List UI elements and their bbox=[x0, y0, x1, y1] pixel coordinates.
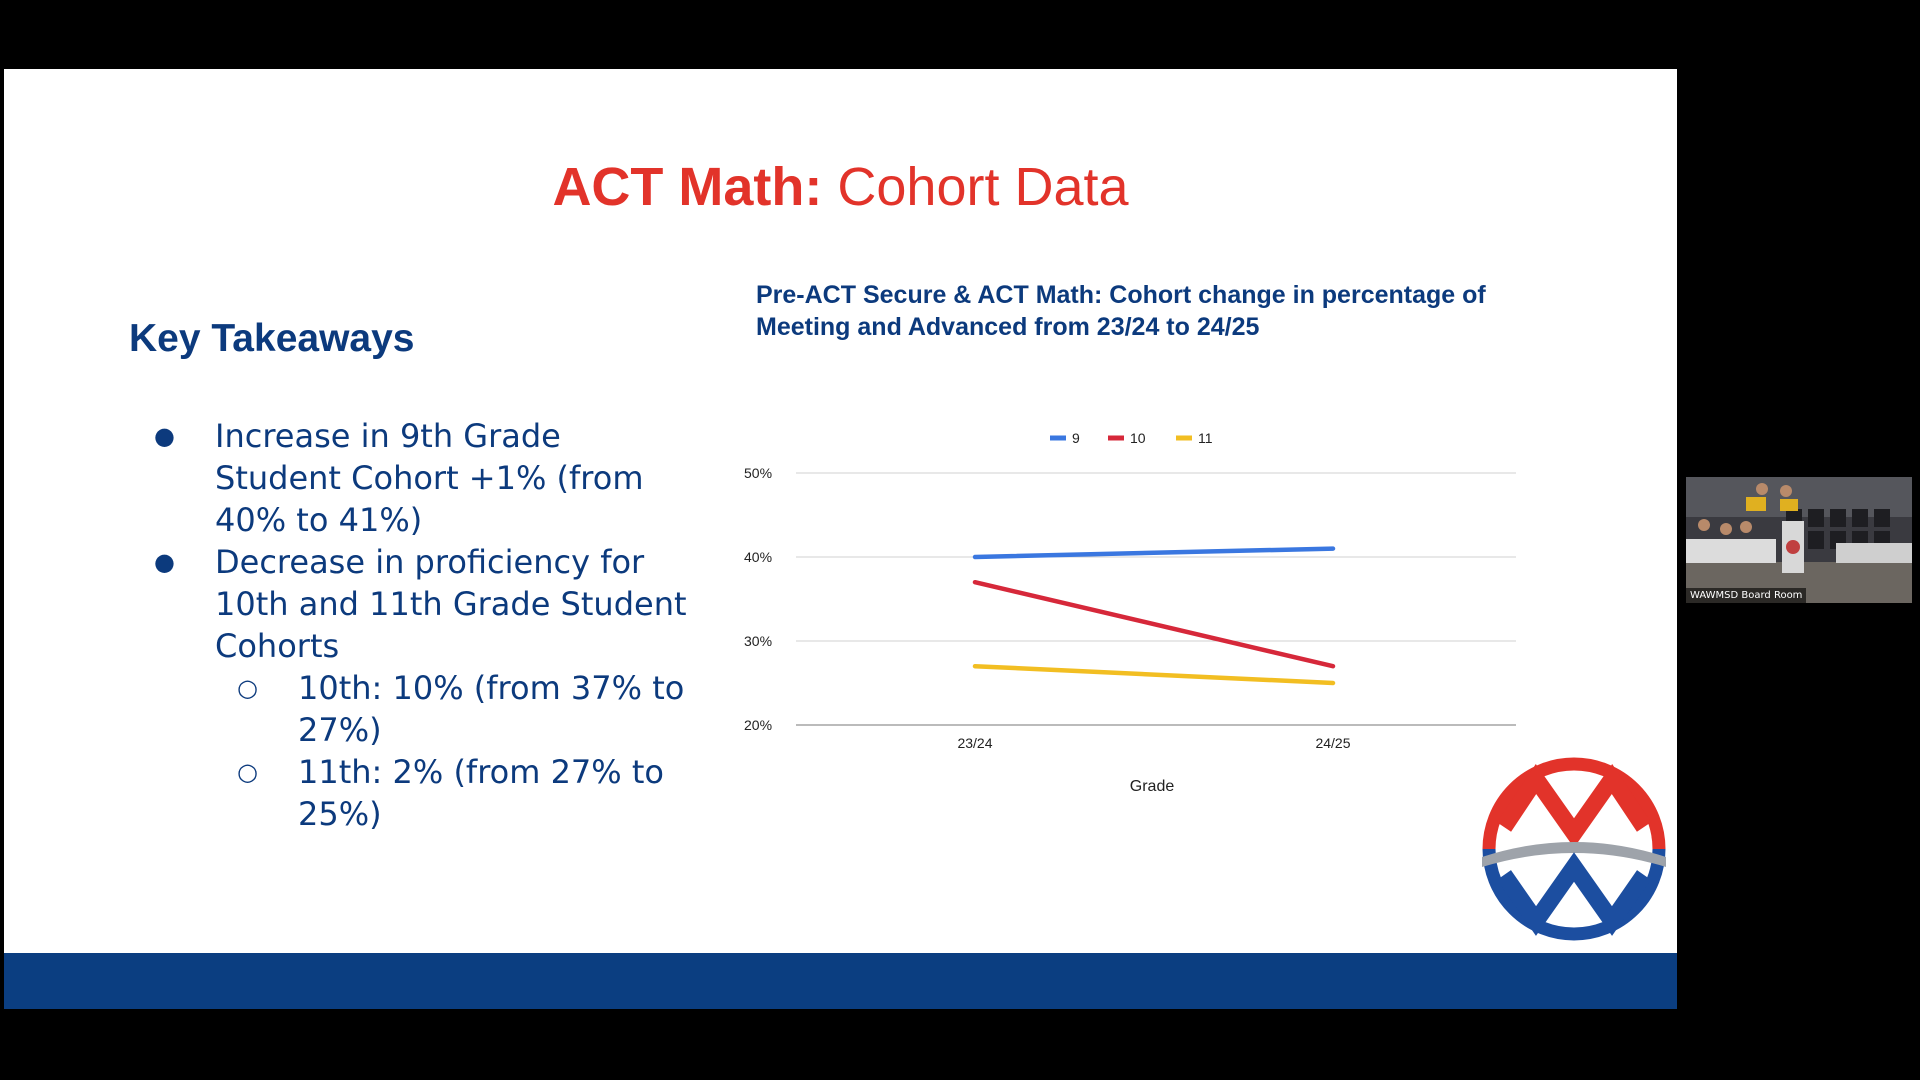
legend-label: 11 bbox=[1198, 430, 1213, 446]
chart-series bbox=[972, 546, 1336, 686]
takeaway-subitem: 11th: 2% (from 27% to 25%) bbox=[215, 751, 689, 835]
logo-blue-arc bbox=[1482, 848, 1666, 941]
y-tick-label: 50% bbox=[744, 465, 772, 481]
video-participant-label: WAWMSD Board Room bbox=[1686, 588, 1807, 603]
x-tick-label: 24/25 bbox=[1315, 735, 1350, 751]
takeaway-text: Decrease in proficiency for 10th and 11t… bbox=[215, 543, 687, 665]
slide-footer-bar bbox=[4, 953, 1677, 1009]
board-room-video-frame bbox=[1686, 477, 1912, 603]
series-line-11 bbox=[972, 663, 1336, 686]
x-tick-label: 23/24 bbox=[957, 735, 992, 751]
chart-title: Pre-ACT Secure & ACT Math: Cohort change… bbox=[756, 281, 1486, 341]
logo-gray-swoosh bbox=[1482, 842, 1666, 867]
takeaways-list: Increase in 9th Grade Student Cohort +1%… bbox=[129, 415, 689, 835]
y-tick-label: 40% bbox=[744, 549, 772, 565]
takeaway-text: Increase in 9th Grade Student Cohort +1%… bbox=[215, 417, 644, 539]
series-line-10 bbox=[972, 579, 1336, 669]
slide-title-bold: ACT Math: bbox=[552, 157, 823, 217]
takeaway-item: Increase in 9th Grade Student Cohort +1%… bbox=[129, 415, 689, 541]
x-axis-ticks: 23/24 24/25 bbox=[957, 735, 1350, 751]
chart-legend: 9 10 11 bbox=[1050, 430, 1213, 446]
logo-m-letter bbox=[1497, 852, 1651, 936]
cohort-line-chart: 9 10 11 20% 30% 40% 50% 23/24 24/25 Grade bbox=[744, 430, 1516, 795]
legend-label: 10 bbox=[1130, 430, 1146, 446]
logo-red-arc bbox=[1482, 757, 1666, 850]
chart-grid bbox=[796, 472, 1516, 726]
slide-title: ACT Math: Cohort Data bbox=[4, 155, 1677, 220]
y-axis-ticks: 20% 30% 40% 50% bbox=[744, 465, 772, 733]
slide-title-rest: Cohort Data bbox=[822, 157, 1129, 217]
x-axis-label: Grade bbox=[1130, 778, 1175, 795]
legend-label: 9 bbox=[1072, 430, 1080, 446]
takeaway-subitem: 10th: 10% (from 37% to 27%) bbox=[215, 667, 689, 751]
takeaway-subtext: 11th: 2% (from 27% to 25%) bbox=[298, 753, 664, 833]
y-tick-label: 30% bbox=[744, 633, 772, 649]
takeaway-sublist: 10th: 10% (from 37% to 27%) 11th: 2% (fr… bbox=[215, 667, 689, 835]
video-participant-tile[interactable]: WAWMSD Board Room bbox=[1686, 477, 1912, 603]
takeaway-subtext: 10th: 10% (from 37% to 27%) bbox=[298, 669, 685, 749]
takeaway-item: Decrease in proficiency for 10th and 11t… bbox=[129, 541, 689, 835]
presentation-slide: ACT Math: Cohort Data Key Takeaways Incr… bbox=[4, 69, 1677, 1009]
key-takeaways-heading: Key Takeaways bbox=[129, 317, 415, 360]
series-line-9 bbox=[972, 546, 1336, 560]
logo-w-letter bbox=[1496, 763, 1652, 848]
district-logo bbox=[1482, 757, 1666, 941]
y-tick-label: 20% bbox=[744, 717, 772, 733]
